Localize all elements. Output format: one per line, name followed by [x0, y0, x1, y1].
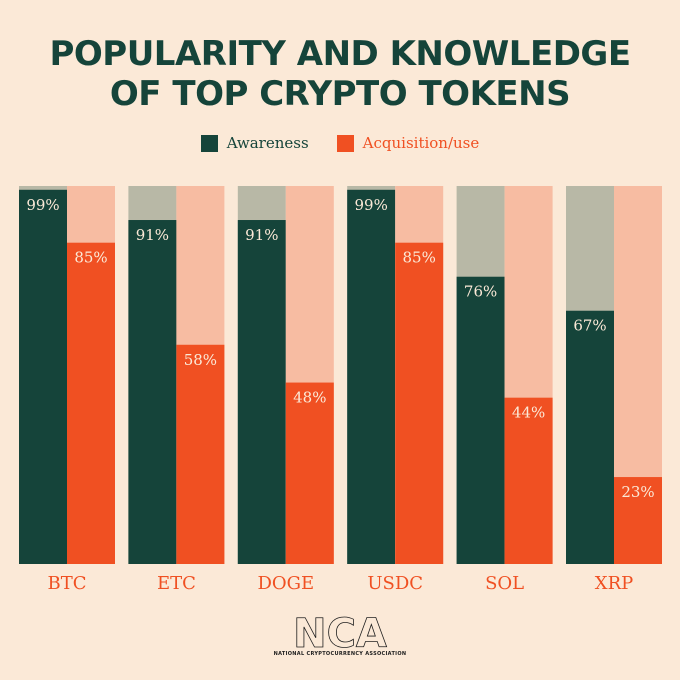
bar-awareness-etc	[128, 220, 177, 564]
chart-title-line-1: POPULARITY AND KNOWLEDGE	[49, 34, 631, 74]
legend-label-awareness: Awareness	[226, 134, 309, 152]
nca-logo: NCA NATIONAL CRYPTOCURRENCY ASSOCIATION	[0, 614, 680, 657]
bar-acquisition-xrp	[614, 477, 662, 564]
bar-acquisition-etc	[176, 344, 225, 564]
data-label-acquisition-xrp: 23%	[621, 483, 654, 501]
x-tick-label-etc: ETC	[157, 573, 196, 594]
legend-label-acquisition: Acquisition/use	[362, 134, 480, 152]
data-label-awareness-usdc: 99%	[355, 196, 388, 214]
nca-logo-mark: NCA	[293, 614, 388, 650]
data-label-acquisition-doge: 48%	[293, 389, 326, 407]
bar-acquisition-usdc	[395, 242, 444, 564]
x-tick-label-xrp: XRP	[595, 573, 633, 594]
bar-acquisition-btc	[67, 242, 115, 564]
chart-title: POPULARITY AND KNOWLEDGE OF TOP CRYPTO T…	[0, 34, 680, 114]
data-label-awareness-xrp: 67%	[573, 317, 606, 335]
data-label-acquisition-sol: 44%	[512, 404, 545, 422]
bar-acquisition-sol	[504, 397, 553, 564]
x-tick-label-sol: SOL	[485, 573, 524, 594]
bar-acquisition-doge	[285, 382, 334, 564]
data-label-awareness-btc: 99%	[26, 196, 59, 214]
chart-title-line-2: OF TOP CRYPTO TOKENS	[109, 74, 571, 114]
data-label-awareness-doge: 91%	[245, 226, 278, 244]
legend-item-awareness: Awareness	[200, 134, 309, 152]
nca-logo-subtitle: NATIONAL CRYPTOCURRENCY ASSOCIATION	[273, 651, 407, 657]
x-tick-label-btc: BTC	[47, 573, 86, 594]
data-label-acquisition-usdc: 85%	[403, 249, 436, 267]
legend-item-acquisition: Acquisition/use	[336, 134, 480, 152]
bar-awareness-usdc	[347, 189, 396, 564]
data-label-acquisition-btc: 85%	[74, 249, 107, 267]
bar-awareness-btc	[19, 189, 67, 564]
bar-awareness-doge	[237, 220, 286, 564]
data-label-acquisition-etc: 58%	[184, 351, 217, 369]
nca-logo-text: NCA	[293, 614, 387, 650]
data-label-awareness-sol: 76%	[464, 283, 497, 301]
chart-legend: Awareness Acquisition/use	[0, 134, 680, 152]
x-tick-label-usdc: USDC	[367, 573, 423, 594]
bar-awareness-xrp	[566, 310, 614, 564]
x-tick-label-doge: DOGE	[257, 573, 314, 594]
legend-swatch-acquisition	[336, 134, 354, 152]
data-label-awareness-etc: 91%	[136, 226, 169, 244]
bar-awareness-sol	[456, 276, 505, 564]
legend-swatch-awareness	[200, 134, 218, 152]
